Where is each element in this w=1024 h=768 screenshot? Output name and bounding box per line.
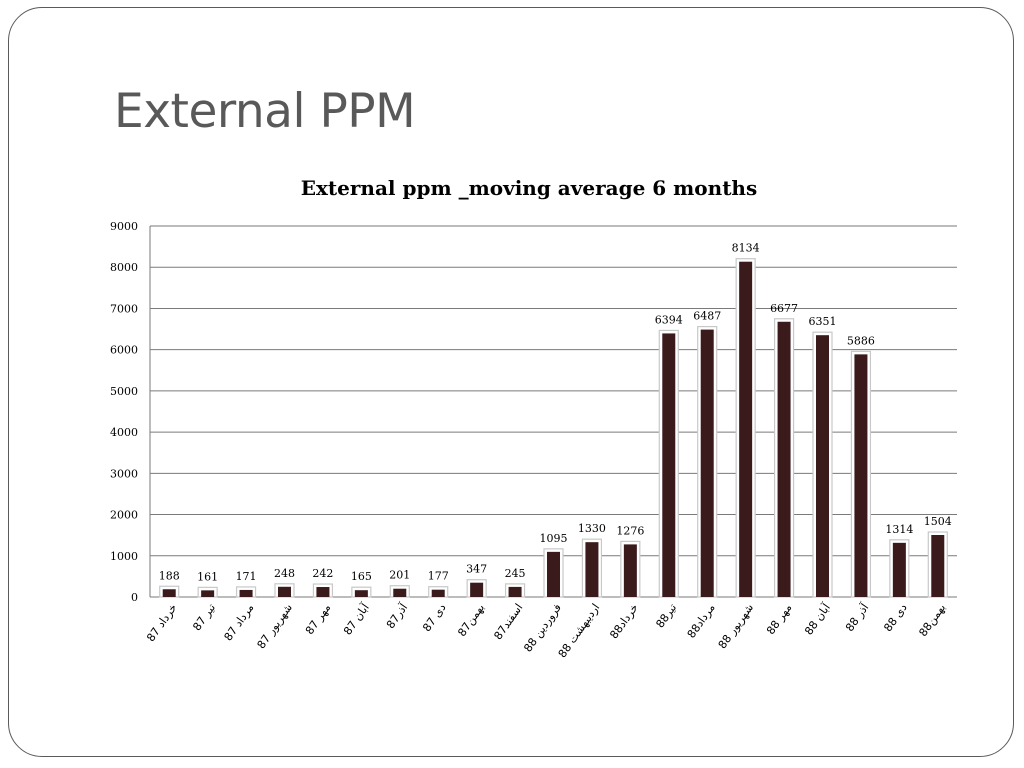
data-label: 6351 bbox=[809, 315, 837, 328]
data-label: 1095 bbox=[540, 532, 568, 545]
x-category-label: تیر88 bbox=[653, 601, 679, 630]
bar bbox=[585, 542, 599, 597]
data-label: 177 bbox=[428, 570, 449, 583]
x-category-label: خرداد88 bbox=[607, 601, 640, 641]
x-category-label: خرداد 87 bbox=[144, 601, 179, 644]
data-label: 188 bbox=[159, 569, 180, 582]
y-tick-label: 5000 bbox=[110, 385, 138, 398]
data-label: 171 bbox=[236, 570, 257, 583]
bar bbox=[854, 354, 868, 597]
data-label: 8134 bbox=[732, 242, 760, 255]
bar bbox=[316, 587, 330, 597]
x-category-label: آذر 88 bbox=[842, 600, 872, 634]
bar bbox=[662, 333, 676, 597]
data-label: 1276 bbox=[616, 524, 644, 537]
data-label: 6394 bbox=[655, 313, 683, 326]
x-category-label: آبان 87 bbox=[340, 600, 372, 638]
bar bbox=[508, 586, 522, 597]
bar bbox=[201, 590, 215, 597]
bar bbox=[816, 335, 829, 597]
bar bbox=[393, 588, 407, 597]
data-label: 248 bbox=[274, 567, 295, 580]
y-tick-label: 2000 bbox=[110, 509, 138, 522]
x-category-label: شهریور 87 bbox=[255, 601, 295, 651]
x-category-label: دی 87 bbox=[420, 601, 448, 634]
data-labels: 188 161 171 248 242 165 201 177 347 245 1095 1330 12… bbox=[159, 242, 952, 584]
y-tick-label: 1000 bbox=[110, 550, 138, 563]
data-label: 161 bbox=[197, 570, 218, 583]
data-label: 5886 bbox=[847, 334, 875, 347]
bar bbox=[777, 321, 791, 597]
y-axis-ticks: 0 1000 2000 3000 4000 5000 6000 7000 8000 9000 bbox=[110, 220, 138, 604]
x-category-label: مهر 87 bbox=[303, 601, 334, 637]
data-label: 6487 bbox=[693, 310, 721, 323]
data-label: 242 bbox=[312, 567, 333, 580]
chart-title: External ppm _moving average 6 months bbox=[301, 176, 757, 200]
x-category-label: دی 88 bbox=[881, 601, 909, 634]
bar bbox=[354, 590, 368, 597]
x-category-label: بهمن87 bbox=[455, 601, 487, 639]
slide-frame bbox=[8, 7, 1014, 757]
data-label: 1314 bbox=[885, 523, 913, 536]
data-label: 1504 bbox=[924, 515, 952, 528]
slide-title: External PPM bbox=[114, 84, 416, 139]
y-tick-label: 7000 bbox=[110, 302, 138, 315]
data-label: 1330 bbox=[578, 522, 606, 535]
x-category-label: اسفند87 bbox=[491, 601, 525, 642]
y-tick-label: 8000 bbox=[110, 261, 138, 274]
x-category-label: بهمن88 bbox=[916, 601, 948, 639]
data-label: 6677 bbox=[770, 302, 798, 315]
bar bbox=[239, 589, 253, 597]
x-category-label: مرداد88 bbox=[685, 601, 718, 640]
bar bbox=[931, 535, 945, 597]
bar bbox=[162, 589, 176, 597]
bar bbox=[700, 329, 714, 597]
y-tick-label: 9000 bbox=[110, 220, 138, 233]
bars bbox=[159, 258, 948, 598]
bar bbox=[547, 551, 560, 597]
y-tick-label: 6000 bbox=[110, 344, 138, 357]
x-category-label: آبان 88 bbox=[801, 600, 833, 638]
x-category-label: فروردین 88 bbox=[521, 601, 564, 654]
y-tick-label: 4000 bbox=[110, 426, 138, 439]
x-category-label: مهر 88 bbox=[764, 601, 795, 637]
bar bbox=[278, 586, 291, 597]
bar bbox=[739, 261, 753, 597]
data-label: 201 bbox=[389, 569, 410, 582]
x-category-label: شهریور 88 bbox=[716, 601, 756, 651]
x-category-label: تیر 87 bbox=[190, 601, 218, 633]
data-label: 245 bbox=[505, 567, 526, 580]
x-category-label: مرداد 87 bbox=[222, 601, 257, 643]
data-label: 347 bbox=[466, 563, 487, 576]
y-tick-label: 0 bbox=[131, 591, 138, 604]
x-category-label: آذر87 bbox=[383, 600, 411, 631]
y-tick-label: 3000 bbox=[110, 467, 138, 480]
data-label: 165 bbox=[351, 570, 372, 583]
bar bbox=[892, 542, 906, 597]
bar bbox=[431, 589, 445, 597]
bar bbox=[470, 582, 484, 597]
bar bbox=[623, 544, 637, 597]
